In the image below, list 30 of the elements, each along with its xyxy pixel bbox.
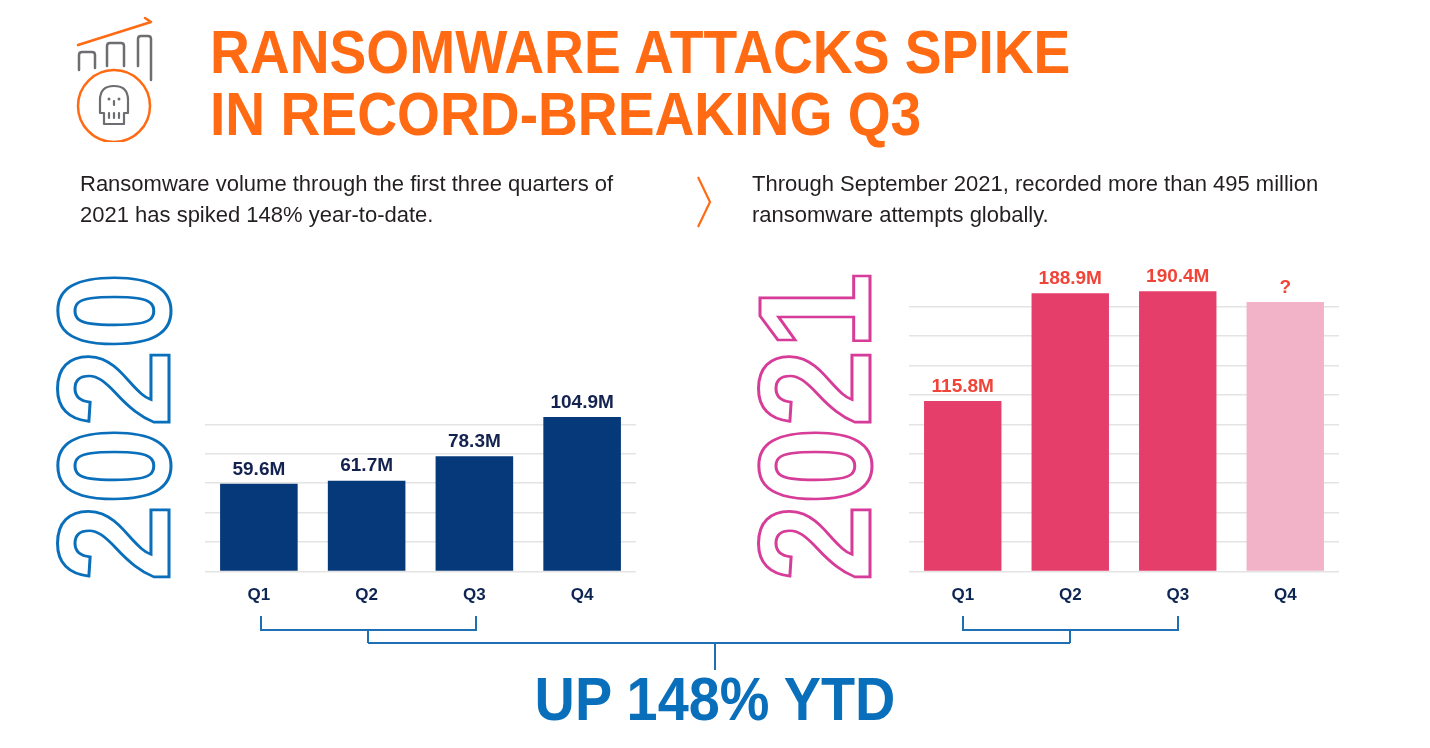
- y-axis-title: 2020: [24, 272, 203, 582]
- bar: [1139, 291, 1217, 571]
- x-tick-label: Q4: [1273, 585, 1298, 605]
- chart-subtitle: Ransomware volume through the first three quarters of 2021 has spiked 148% year-to-date.: [80, 170, 615, 229]
- x-tick-label: Q1: [247, 585, 271, 605]
- data-label: ?: [1279, 275, 1292, 297]
- data-label: 115.8M: [931, 374, 994, 396]
- x-tick-label: Q4: [570, 585, 594, 605]
- data-label: 59.6M: [232, 457, 286, 479]
- y-axis-title: 2021: [725, 272, 904, 582]
- bar: [220, 483, 298, 571]
- bar: [543, 417, 621, 571]
- bar: [327, 480, 406, 571]
- data-label: 104.9M: [550, 390, 614, 412]
- data-label: 188.9M: [1038, 267, 1102, 289]
- x-tick-label: Q2: [1058, 585, 1082, 605]
- x-tick-label: Q2: [355, 585, 378, 605]
- bar: [435, 456, 514, 571]
- bar: [1246, 302, 1324, 571]
- chart-title: RANSOMWARE ATTACKS SPIKE IN RECORD-BREAKING Q3: [210, 17, 1072, 148]
- text: UP 148% YTD: [534, 664, 896, 733]
- chart-subtitle: Through September 2021, recorded more than 495 million ransomware attempts globally.: [752, 170, 1320, 229]
- data-label: 61.7M: [340, 454, 394, 476]
- x-tick-label: Q3: [1166, 585, 1190, 605]
- bar: [924, 401, 1002, 571]
- bar: [1031, 293, 1109, 571]
- x-tick-label: Q1: [951, 585, 975, 605]
- data-label: 190.4M: [1146, 264, 1210, 286]
- x-tick-label: Q3: [463, 585, 486, 605]
- data-label: 78.3M: [447, 430, 501, 451]
